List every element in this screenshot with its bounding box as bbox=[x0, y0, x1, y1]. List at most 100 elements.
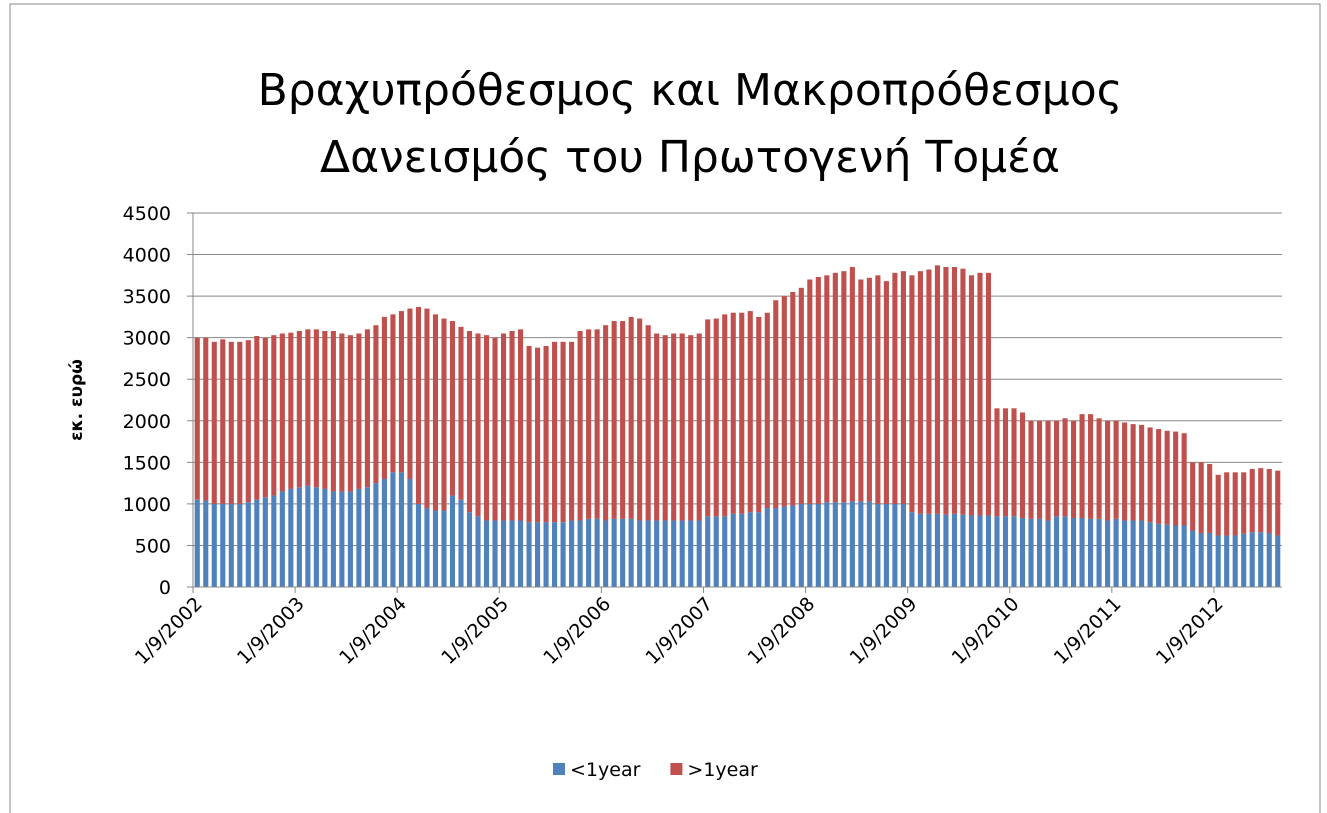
bar bbox=[347, 491, 353, 587]
bar bbox=[517, 520, 524, 587]
bar bbox=[432, 314, 439, 511]
bar bbox=[1232, 472, 1238, 536]
bar bbox=[1198, 462, 1204, 533]
bar bbox=[849, 267, 855, 502]
bar bbox=[883, 281, 889, 504]
bar bbox=[1113, 420, 1119, 519]
bar bbox=[330, 331, 336, 492]
bar bbox=[535, 522, 541, 587]
bar bbox=[577, 331, 583, 521]
bar bbox=[696, 520, 702, 587]
bar bbox=[994, 408, 1000, 517]
bar bbox=[645, 325, 651, 521]
bar bbox=[696, 333, 702, 521]
bar bbox=[1088, 518, 1094, 587]
bar bbox=[620, 321, 626, 519]
bar bbox=[917, 513, 923, 587]
bar bbox=[305, 329, 311, 486]
bar bbox=[1105, 420, 1111, 521]
bar bbox=[1249, 468, 1255, 533]
bar bbox=[1156, 523, 1162, 587]
y-tick-label: 3500 bbox=[123, 286, 171, 308]
bar bbox=[1181, 525, 1187, 587]
bar bbox=[1241, 533, 1247, 587]
bar bbox=[364, 487, 370, 587]
bar bbox=[773, 508, 779, 587]
bar bbox=[1028, 420, 1034, 519]
bar bbox=[339, 491, 345, 587]
bar bbox=[500, 333, 507, 521]
bar bbox=[866, 501, 872, 587]
bar bbox=[815, 503, 821, 587]
bar bbox=[909, 512, 915, 587]
bar bbox=[926, 269, 932, 514]
bar bbox=[985, 515, 992, 587]
bar bbox=[730, 513, 736, 587]
bar bbox=[764, 508, 770, 587]
bar bbox=[832, 502, 838, 587]
bar bbox=[909, 275, 915, 513]
bar bbox=[739, 513, 745, 587]
bar bbox=[611, 321, 617, 519]
bar bbox=[1002, 408, 1009, 517]
bar bbox=[1096, 418, 1102, 519]
y-tick-label: 500 bbox=[135, 535, 171, 557]
bar bbox=[951, 513, 958, 587]
bar bbox=[1045, 520, 1051, 587]
bar bbox=[781, 296, 787, 507]
bar bbox=[1173, 431, 1179, 526]
bar bbox=[1232, 535, 1238, 587]
bar bbox=[1190, 462, 1196, 531]
bar bbox=[968, 275, 975, 516]
bar bbox=[1071, 420, 1077, 519]
bar bbox=[586, 329, 592, 519]
bar bbox=[1207, 463, 1213, 533]
bar bbox=[203, 337, 209, 501]
bar bbox=[1130, 424, 1136, 521]
bar bbox=[415, 306, 422, 504]
bar bbox=[832, 272, 838, 503]
bar bbox=[432, 510, 439, 587]
bar bbox=[968, 515, 975, 587]
bar bbox=[279, 333, 285, 492]
legend-label: <1year bbox=[570, 759, 641, 781]
bar bbox=[628, 316, 634, 519]
chart-title: Δανεισμός του Πρωτογενή Τομέα bbox=[320, 132, 1060, 183]
bar bbox=[407, 478, 413, 587]
bar bbox=[824, 502, 830, 587]
bar bbox=[722, 314, 728, 517]
bar bbox=[279, 491, 285, 587]
bar bbox=[688, 520, 694, 587]
bar bbox=[790, 291, 796, 506]
bar bbox=[262, 497, 268, 587]
bar bbox=[1164, 430, 1170, 525]
bar bbox=[671, 520, 677, 587]
bar bbox=[1258, 532, 1264, 587]
bar bbox=[926, 513, 932, 587]
bar bbox=[424, 308, 430, 509]
bar bbox=[305, 485, 311, 587]
bar bbox=[356, 488, 362, 587]
bar bbox=[245, 502, 251, 587]
bar bbox=[858, 501, 864, 587]
bar bbox=[594, 329, 600, 519]
bar bbox=[339, 333, 345, 492]
bar bbox=[645, 520, 651, 587]
bar bbox=[781, 506, 787, 587]
bar bbox=[296, 487, 302, 587]
bar bbox=[892, 503, 898, 587]
bar bbox=[1028, 518, 1034, 587]
bar bbox=[603, 325, 609, 521]
bar bbox=[662, 335, 668, 521]
bar bbox=[1053, 516, 1060, 587]
bar bbox=[756, 512, 762, 587]
bar bbox=[441, 510, 447, 587]
bar bbox=[934, 265, 940, 514]
bar bbox=[1088, 414, 1094, 519]
bar bbox=[977, 515, 983, 587]
bar bbox=[1139, 520, 1145, 587]
bar bbox=[449, 495, 456, 587]
bar bbox=[228, 341, 234, 504]
bar bbox=[849, 501, 855, 587]
